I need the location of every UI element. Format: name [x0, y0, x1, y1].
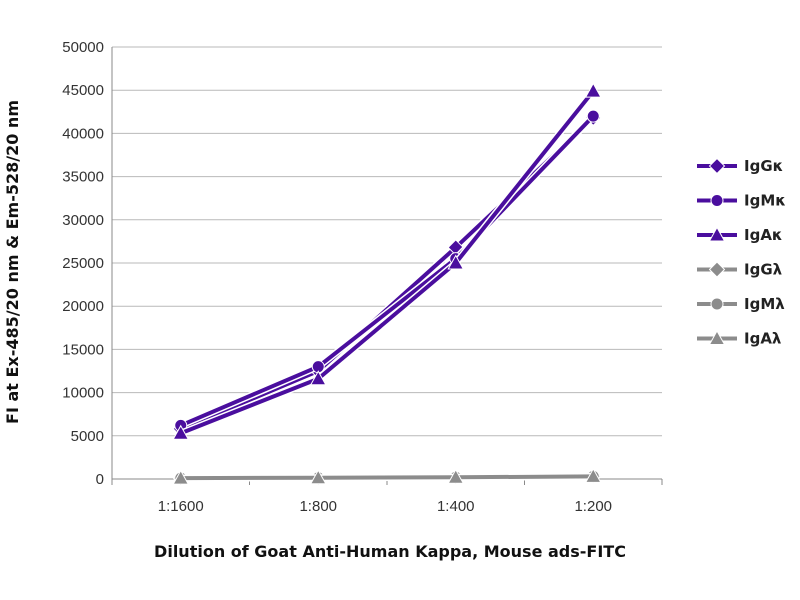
series-line-halo — [179, 88, 596, 437]
legend-item: IgAλ — [697, 330, 782, 348]
data-point — [584, 82, 602, 98]
legend-marker — [710, 297, 724, 311]
x-axis-title: Dilution of Goat Anti-Human Kappa, Mouse… — [154, 542, 626, 561]
series-line — [180, 89, 595, 436]
legend: IgGκ IgMκ IgAκ IgGλ IgMλ IgAλ — [697, 157, 786, 348]
x-tick-label: 1:800 — [299, 498, 337, 515]
y-tick-label: 25000 — [62, 255, 104, 272]
y-tick-label: 40000 — [62, 125, 104, 142]
legend-label: IgAκ — [744, 226, 783, 244]
legend-item: IgGκ — [697, 157, 783, 175]
y-tick-label: 50000 — [62, 39, 104, 56]
series-line-halo — [179, 113, 596, 429]
y-tick-label: 45000 — [62, 82, 104, 99]
y-tick-label: 0 — [96, 471, 104, 488]
y-tick-label: 15000 — [62, 341, 104, 358]
data-point — [172, 424, 190, 440]
y-tick-label: 5000 — [71, 428, 104, 445]
legend-label: IgAλ — [744, 330, 782, 348]
series-line — [179, 114, 595, 428]
x-axis-ticks: 1:1600 1:800 1:400 1:200 — [111, 479, 663, 515]
y-tick-label: 30000 — [62, 212, 104, 229]
legend-marker — [708, 226, 726, 242]
data-point — [447, 468, 465, 484]
series-6 — [172, 467, 602, 485]
x-tick-label: 1:400 — [437, 498, 475, 515]
legend-marker — [708, 157, 726, 175]
y-tick-label: 10000 — [62, 385, 104, 402]
x-tick-label: 1:1600 — [158, 498, 204, 515]
legend-label: IgGλ — [744, 261, 783, 279]
legend-marker — [708, 261, 726, 278]
x-tick-label: 1:200 — [574, 498, 612, 515]
legend-label: IgMκ — [744, 192, 786, 210]
legend-item: IgMκ — [697, 192, 786, 210]
legend-label: IgGκ — [744, 157, 783, 175]
data-point — [447, 254, 465, 270]
y-axis-ticks: 0 5000 10000 15000 20000 25000 30000 35000 40000… — [62, 39, 104, 488]
series-3 — [172, 82, 602, 440]
series-line — [180, 474, 594, 481]
data-point — [172, 469, 190, 485]
y-tick-label: 20000 — [62, 298, 104, 315]
data-point — [584, 467, 602, 483]
y-tick-label: 35000 — [62, 169, 104, 186]
series-group — [172, 82, 602, 487]
legend-label: IgMλ — [744, 295, 785, 313]
legend-marker — [708, 329, 726, 345]
data-point — [309, 469, 327, 485]
legend-marker — [710, 194, 724, 207]
legend-item: IgGλ — [697, 261, 783, 279]
legend-item: IgMλ — [697, 295, 785, 313]
data-point — [309, 370, 327, 386]
data-point — [586, 109, 600, 123]
y-axis-title: FI at Ex-485/20 nm & Em-528/20 nm — [3, 100, 22, 424]
legend-item: IgAκ — [697, 226, 783, 244]
